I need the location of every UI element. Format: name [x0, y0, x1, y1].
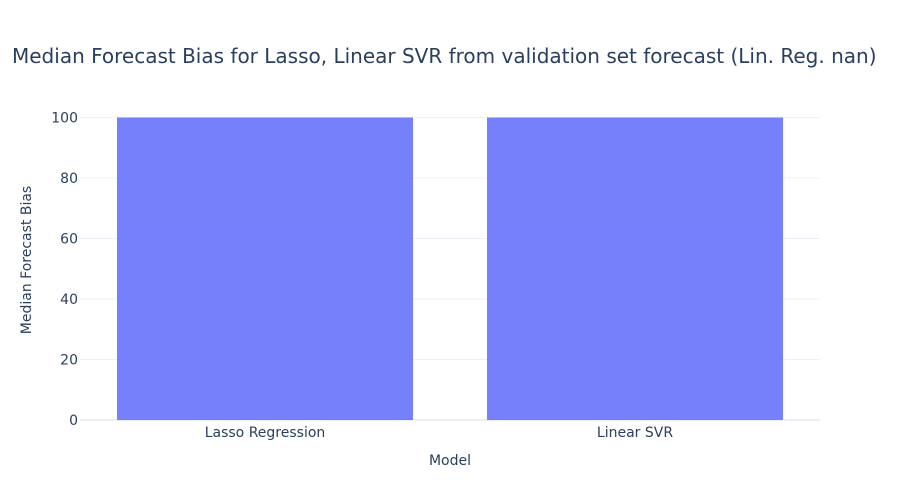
x-tick-label: Lasso Regression	[205, 425, 326, 441]
y-axis-title: Median Forecast Bias	[19, 186, 35, 334]
bar-layer	[117, 117, 783, 420]
x-tick-label: Linear SVR	[597, 425, 673, 441]
y-tick-label: 60	[60, 232, 78, 248]
y-tick-label: 0	[69, 413, 78, 429]
y-tick-layer: 0 20 40 60 80 100	[51, 111, 78, 429]
x-tick-layer: Lasso Regression Linear SVR	[205, 425, 674, 441]
bar[interactable]	[117, 117, 413, 420]
y-tick-label: 80	[60, 171, 78, 187]
y-tick-label: 100	[51, 111, 78, 127]
chart-title: Median Forecast Bias for Lasso, Linear S…	[12, 44, 877, 68]
x-axis-title: Model	[429, 453, 471, 469]
bar[interactable]	[487, 117, 783, 420]
y-tick-label: 20	[60, 353, 78, 369]
y-tick-label: 40	[60, 292, 78, 308]
